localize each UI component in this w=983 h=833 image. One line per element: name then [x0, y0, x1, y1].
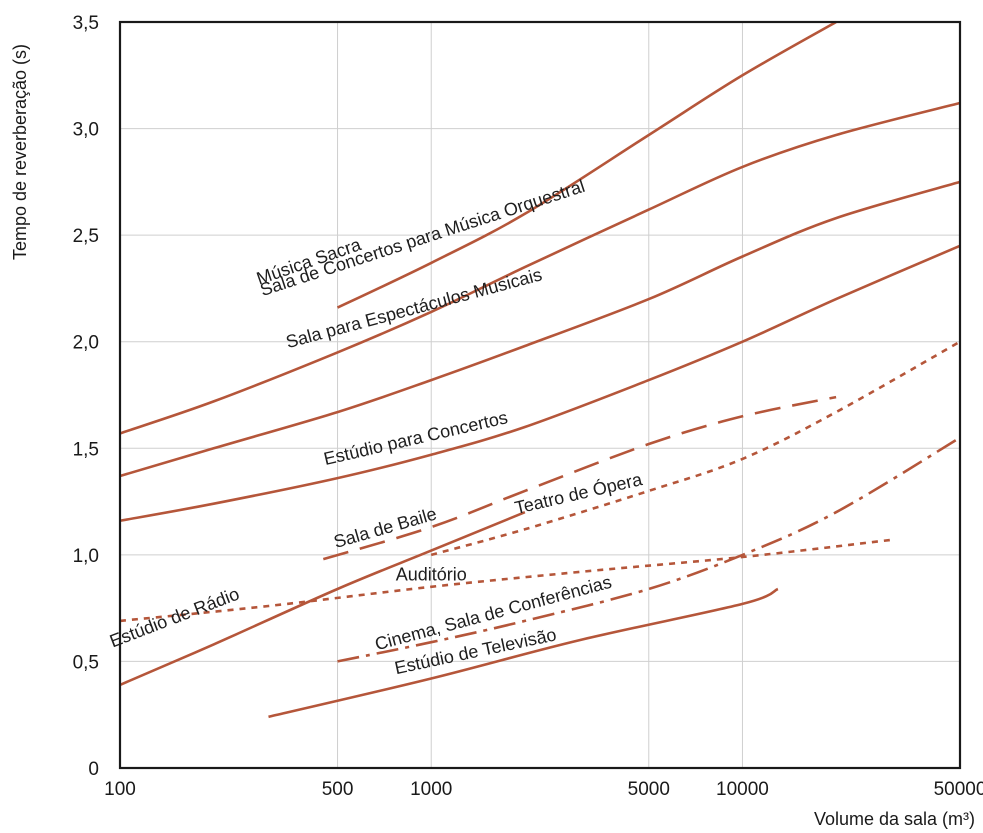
series-label: Auditório — [396, 564, 467, 584]
x-tick-label: 500 — [322, 779, 354, 800]
y-tick-label: 2,5 — [73, 226, 99, 247]
x-tick-label: 50000 — [934, 779, 983, 800]
x-axis-label: Volume da sala (m³) — [814, 809, 975, 829]
y-tick-label: 1,5 — [73, 439, 99, 460]
grid — [120, 22, 960, 768]
series-line — [337, 436, 961, 663]
y-tick-label: 1,0 — [73, 546, 99, 567]
series-line — [268, 587, 779, 719]
y-tick-label: 0 — [88, 759, 99, 780]
series-line — [119, 510, 526, 687]
series-label: Teatro de Ópera — [513, 468, 645, 518]
series-lines — [119, 20, 961, 719]
series-line — [336, 20, 837, 309]
x-tick-label: 100 — [104, 779, 136, 800]
series-line — [119, 538, 892, 623]
series-label: Sala de Baile — [331, 504, 438, 552]
x-tick-label: 5000 — [628, 779, 670, 800]
y-axis-label: Tempo de reverberação (s) — [10, 44, 30, 260]
series-line — [119, 244, 961, 523]
y-tick-label: 3,5 — [73, 13, 99, 34]
y-tick-label: 0,5 — [73, 652, 99, 673]
series-line — [119, 180, 961, 478]
series-line — [430, 340, 961, 557]
y-tick-label: 2,0 — [73, 333, 99, 354]
x-tick-labels: 100 500 1000 5000 10000 50000 — [104, 779, 983, 800]
plot-frame — [118, 20, 962, 770]
series-line — [322, 395, 837, 561]
x-tick-label: 10000 — [716, 779, 769, 800]
y-tick-labels: 0 0,5 1,0 1,5 2,0 2,5 3,0 3,5 — [73, 13, 99, 780]
series-line — [119, 101, 961, 435]
y-tick-label: 3,0 — [73, 120, 99, 141]
x-tick-label: 1000 — [410, 779, 452, 800]
